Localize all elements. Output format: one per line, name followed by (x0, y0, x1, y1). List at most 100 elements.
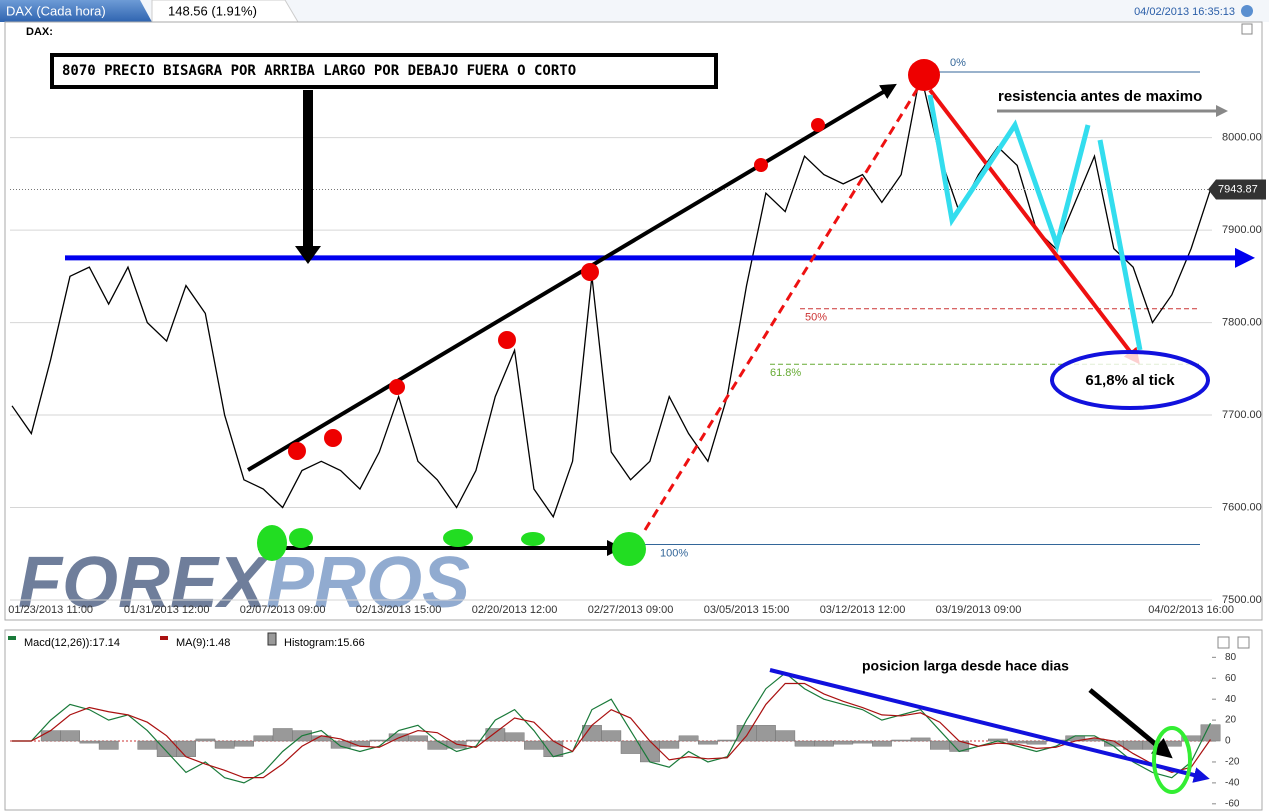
macd-note: posicion larga desde hace dias (862, 658, 1069, 674)
annotations: 8070 PRECIO BISAGRA POR ARRIBA LARGO POR… (50, 53, 1228, 566)
fib-label: 0% (950, 57, 966, 69)
top-dot (288, 442, 306, 460)
x-tick-label: 03/05/2013 15:00 (704, 604, 790, 616)
legend-label: Macd(12,26)):17.14 (24, 637, 120, 649)
watermark: FOREXPROS (18, 543, 470, 623)
histogram-bar (272, 728, 293, 742)
histogram-bar (79, 740, 100, 744)
bottom-dot (289, 528, 313, 548)
macd-pointer (1088, 688, 1173, 759)
legend-swatch (267, 632, 277, 646)
x-tick-label: 01/31/2013 12:00 (124, 604, 210, 616)
y-tick-label: 8000.00 (1222, 132, 1262, 144)
y-tick-label: 20 (1225, 715, 1237, 726)
y-tick-label: 60 (1225, 673, 1237, 684)
change: 148.56 (1.91%) (168, 3, 257, 18)
legend-label: Histogram:15.66 (284, 637, 365, 649)
down-arrow (928, 88, 1140, 365)
last-price-box (1208, 179, 1266, 200)
histogram-bar (137, 740, 158, 750)
histogram-bar (1026, 740, 1047, 745)
legend-swatch (8, 636, 16, 640)
top-dot (389, 379, 405, 395)
y-tick-label: -60 (1225, 798, 1240, 809)
target-text: 61,8% al tick (1085, 372, 1175, 389)
histogram-bar (717, 739, 738, 742)
dashed-trend (643, 87, 920, 531)
macd-trend (769, 668, 1210, 783)
y-tick-label: 7700.00 (1222, 409, 1262, 421)
x-tick-label: 03/19/2013 09:00 (936, 604, 1022, 616)
histogram-bar (891, 739, 912, 742)
close[interactable] (1237, 636, 1250, 649)
symbol-tab[interactable] (0, 0, 152, 22)
y-tick-label: 7800.00 (1222, 316, 1262, 328)
x-tick-label: 02/20/2013 12:00 (472, 604, 558, 616)
minimize[interactable] (1241, 23, 1253, 35)
fib-label: 61.8% (770, 367, 801, 379)
histogram-bar (678, 735, 699, 742)
histogram-bar (872, 740, 892, 747)
y-tick-label: 7600.00 (1222, 501, 1262, 513)
y-tick-label: -40 (1225, 778, 1240, 789)
histogram-bar (659, 740, 680, 749)
panel-label: DAX: (26, 26, 53, 38)
top-dot (581, 263, 599, 281)
y-tick-label: 80 (1225, 652, 1237, 663)
histogram-bar (620, 740, 641, 754)
histogram-bar (466, 739, 486, 742)
y-tick-label: 7500.00 (1222, 594, 1262, 606)
note-text: 8070 PRECIO BISAGRA POR ARRIBA LARGO POR… (62, 63, 576, 79)
bottom-dot (521, 532, 545, 546)
histogram-bar (214, 740, 235, 749)
bottom-dot (257, 525, 287, 561)
histogram-bar (1161, 740, 1182, 747)
histogram-bar (930, 740, 950, 750)
price-layer: 7500.00 7600.00 7700.00 7800.00 7900.00 8000.… (8, 57, 1266, 616)
x-tick-label: 02/27/2013 09:00 (588, 604, 674, 616)
histogram-bar (195, 738, 216, 742)
x-tick-label: 04/02/2013 16:00 (1148, 604, 1234, 616)
x-tick-label: 02/13/2013 15:00 (356, 604, 442, 616)
legend-label: MA(9):1.48 (176, 637, 230, 649)
x-tick-label: 03/12/2013 12:00 (820, 604, 906, 616)
resistance-text: resistencia antes de maximo (998, 88, 1202, 105)
zigzag-tail (1097, 139, 1143, 351)
histogram-bar (1007, 740, 1028, 744)
histogram-bar (852, 740, 873, 744)
histogram-bar (582, 725, 602, 742)
top-dot (324, 429, 342, 447)
note-box (50, 53, 718, 89)
histogram-bar (814, 740, 834, 747)
last-price-label: 7943.87 (1218, 183, 1258, 195)
histogram-bar (1200, 724, 1221, 742)
watermark-a: FOREX (18, 543, 270, 623)
header-bar (0, 0, 1269, 22)
minimize[interactable] (1217, 636, 1230, 649)
histogram-bar (60, 730, 80, 742)
histogram-bar (485, 728, 506, 742)
histogram-bar (253, 735, 274, 742)
histogram-bar (910, 737, 931, 742)
fib-label: 100% (660, 547, 688, 559)
histogram-bar (1123, 740, 1144, 750)
top-dot (811, 118, 825, 132)
top-dot (908, 59, 940, 91)
histogram-bar (775, 730, 796, 742)
histogram-bar (698, 740, 718, 745)
histogram-bar (234, 740, 254, 747)
histogram-bar (833, 740, 854, 745)
x-tick-label: 01/23/2013 11:00 (8, 604, 93, 616)
macd-panel (4, 629, 1263, 811)
histogram-bar (756, 725, 776, 742)
macd-line (12, 682, 1211, 779)
trend-arrow (246, 83, 897, 472)
macd-circle (1152, 726, 1192, 794)
price-line (11, 72, 1212, 519)
legend-swatch (160, 636, 168, 640)
macd-annotations: posicion larga desde hace dias (769, 658, 1210, 794)
refresh-icon[interactable] (1241, 5, 1253, 17)
histogram-bar (794, 740, 815, 747)
top-dot (498, 331, 516, 349)
